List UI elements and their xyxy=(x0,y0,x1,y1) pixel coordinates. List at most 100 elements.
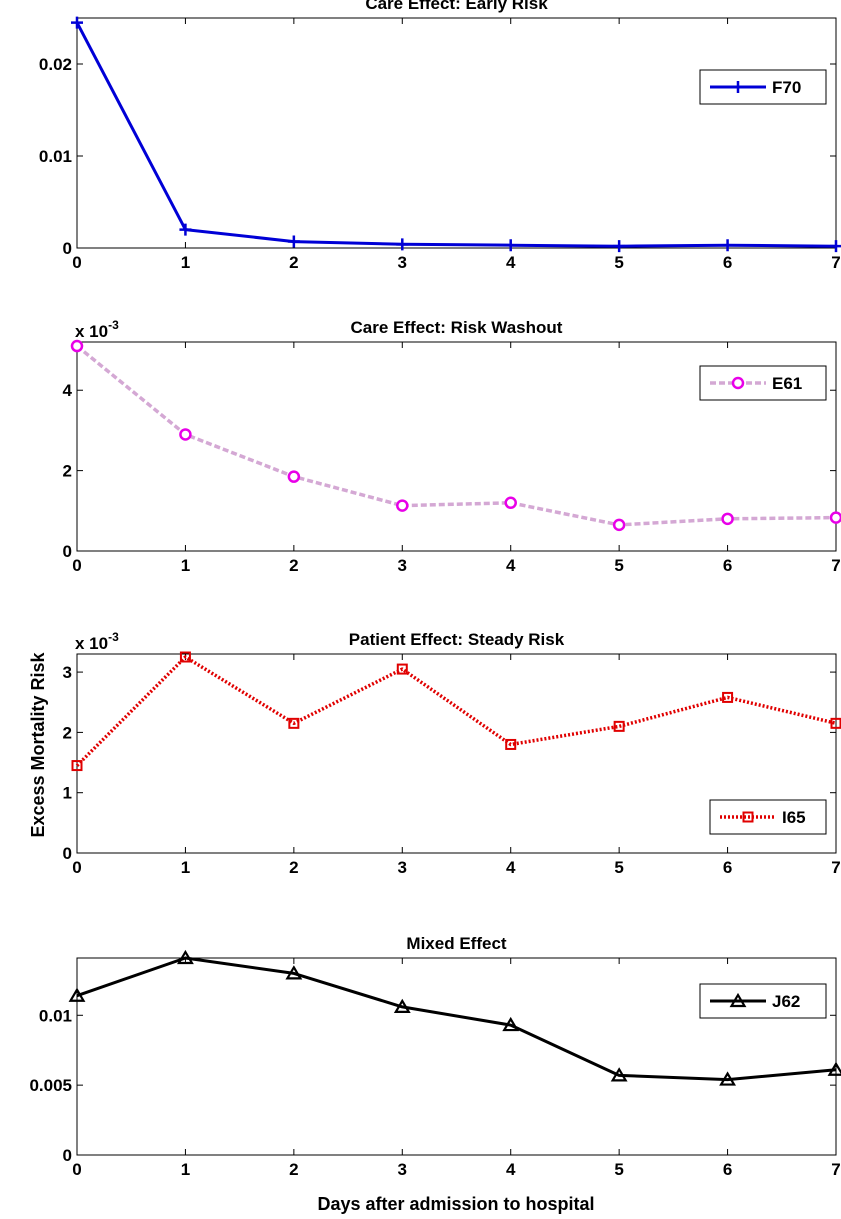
x-tick-label: 3 xyxy=(398,253,407,272)
marker-point xyxy=(729,992,747,1008)
x-tick-label: 2 xyxy=(289,253,298,272)
marker-point xyxy=(287,470,301,483)
marker-point xyxy=(179,651,191,663)
x-tick-label: 1 xyxy=(181,253,190,272)
marker-point xyxy=(742,811,754,823)
legend-label: F70 xyxy=(772,78,801,97)
legend-label: E61 xyxy=(772,374,802,393)
series-line xyxy=(75,344,837,527)
legend: E61 xyxy=(699,365,827,401)
series-line xyxy=(75,655,837,767)
x-tick-label: 2 xyxy=(289,1160,298,1179)
chart-title: Patient Effect: Steady Risk xyxy=(349,630,565,649)
series-line xyxy=(75,21,837,248)
y-tick-label: 0 xyxy=(63,1146,72,1165)
x-tick-label: 2 xyxy=(289,556,298,575)
y-tick-label: 0 xyxy=(63,239,72,258)
marker-point xyxy=(396,663,408,675)
marker-point xyxy=(396,238,409,251)
exponent-base: x 10 xyxy=(75,634,108,653)
series-line xyxy=(76,956,837,1082)
axis-exponent: x 10-3 xyxy=(75,630,119,653)
x-tick-label: 5 xyxy=(614,253,623,272)
legend-label: I65 xyxy=(782,808,806,827)
y-tick-label: 0.01 xyxy=(39,147,72,166)
x-tick-label: 4 xyxy=(506,556,516,575)
x-tick-label: 5 xyxy=(614,858,623,877)
marker-point xyxy=(613,720,625,732)
chart-panel: Patient Effect: Steady Risk x 10-3 0 1 2 3 4 5 6… xyxy=(63,630,841,877)
y-tick-label: 1 xyxy=(63,784,72,803)
x-tick-label: 0 xyxy=(72,556,81,575)
marker-point xyxy=(396,499,409,512)
marker-point xyxy=(721,239,734,252)
marker-point xyxy=(177,949,194,965)
y-tick-label: 3 xyxy=(63,663,72,682)
y-tick-label: 2 xyxy=(63,462,72,481)
x-tick-label: 6 xyxy=(723,858,732,877)
x-tick-label: 1 xyxy=(181,556,190,575)
chart-title: Care Effect: Risk Washout xyxy=(351,318,563,337)
exponent-base: x 10 xyxy=(75,322,108,341)
y-tick-label: 0.02 xyxy=(39,55,72,74)
marker-point xyxy=(722,691,734,703)
marker-point xyxy=(504,496,517,510)
x-tick-label: 7 xyxy=(831,253,840,272)
marker-point xyxy=(288,717,300,729)
marker-point xyxy=(827,1061,841,1076)
x-tick-label: 5 xyxy=(614,1160,623,1179)
chart-title: Mixed Effect xyxy=(406,934,506,953)
marker-point xyxy=(502,1016,520,1032)
x-tick-label: 5 xyxy=(614,556,623,575)
y-tick-label: 0 xyxy=(63,844,72,863)
marker-point xyxy=(68,987,86,1002)
y-tick-label: 2 xyxy=(63,723,72,742)
legend: I65 xyxy=(709,799,827,835)
x-tick-label: 3 xyxy=(398,1160,407,1179)
plot-area xyxy=(76,17,837,249)
x-tick-label: 3 xyxy=(398,556,407,575)
marker-point xyxy=(829,511,841,524)
x-tick-label: 2 xyxy=(289,858,298,877)
x-axis-label: Days after admission to hospital xyxy=(317,1194,594,1214)
marker-point xyxy=(721,512,734,526)
x-tick-label: 6 xyxy=(723,253,732,272)
marker-point xyxy=(610,1067,628,1082)
legend: J62 xyxy=(699,983,827,1019)
legend-label: J62 xyxy=(772,992,800,1011)
chart-title: Care Effect: Early Risk xyxy=(365,0,548,13)
x-tick-label: 7 xyxy=(831,1160,840,1179)
x-tick-label: 7 xyxy=(831,556,840,575)
axis-exponent: x 10-3 xyxy=(75,318,119,341)
y-axis-label: Excess Mortality Risk xyxy=(28,651,48,837)
x-tick-label: 3 xyxy=(398,858,407,877)
y-tick-label: 0 xyxy=(63,542,72,561)
x-tick-label: 0 xyxy=(72,253,81,272)
panels: Care Effect: Early Risk 0 1 2 3 4 5 6 7 0 0.01 0.02… xyxy=(29,0,841,1179)
x-tick-label: 4 xyxy=(506,253,516,272)
x-tick-label: 4 xyxy=(506,1160,516,1179)
marker-point xyxy=(71,760,83,772)
legend: F70 xyxy=(699,69,827,105)
marker-point xyxy=(613,240,626,253)
marker-point xyxy=(732,81,744,93)
y-tick-label: 0.005 xyxy=(29,1076,72,1095)
x-tick-label: 4 xyxy=(506,858,516,877)
marker-point xyxy=(287,235,300,248)
marker-point xyxy=(393,998,411,1013)
legend-box xyxy=(699,365,827,401)
exponent-power: -3 xyxy=(108,630,119,644)
marker-point xyxy=(505,738,517,750)
marker-point xyxy=(179,223,192,236)
marker-point xyxy=(731,376,745,390)
x-tick-label: 6 xyxy=(723,556,732,575)
chart-panel: Mixed Effect 0 1 2 3 4 5 6 7 0 0.005 0.01 J62 xyxy=(29,934,841,1179)
x-tick-label: 0 xyxy=(72,1160,81,1179)
marker-point xyxy=(285,965,303,980)
x-tick-label: 6 xyxy=(723,1160,732,1179)
x-tick-label: 7 xyxy=(831,858,840,877)
x-tick-label: 1 xyxy=(181,858,190,877)
marker-point xyxy=(504,239,517,252)
marker-point xyxy=(71,16,83,29)
